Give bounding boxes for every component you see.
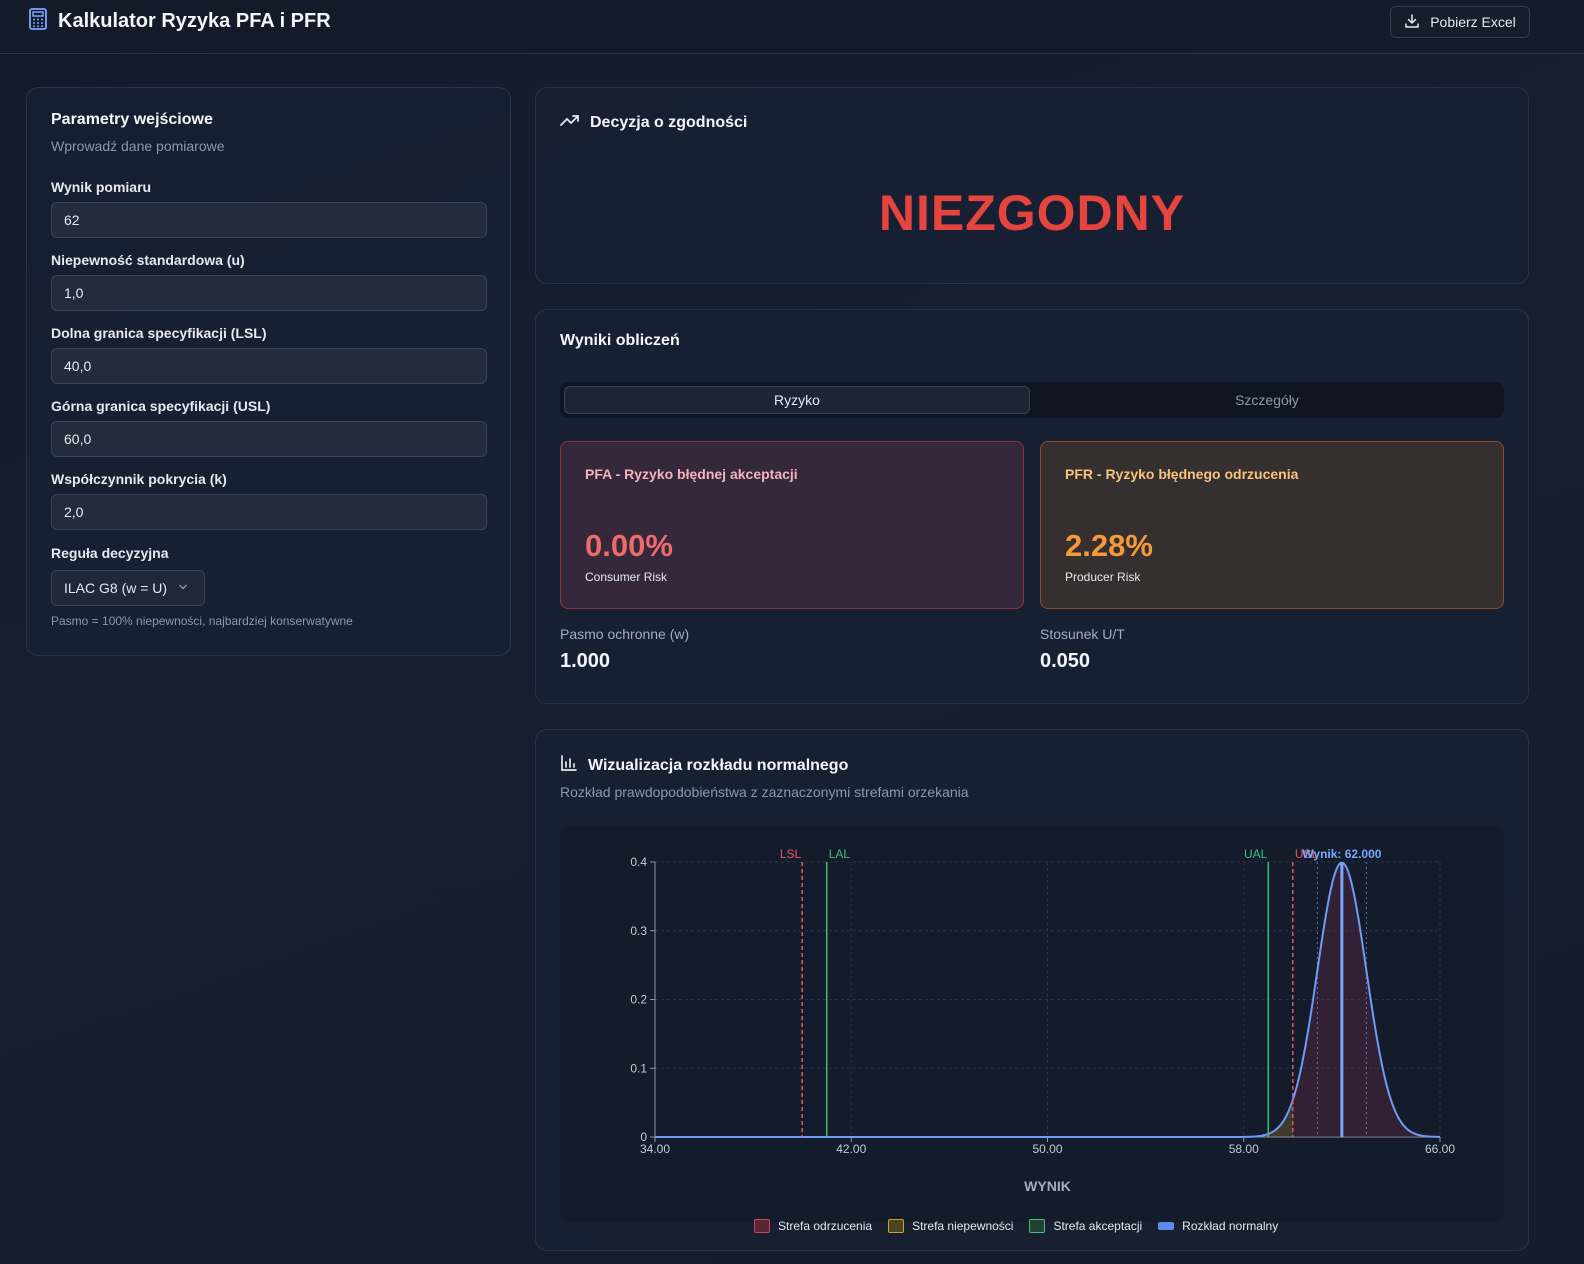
pfr-caption: Producer Risk [1065,570,1141,584]
results-title: Wyniki obliczeń [560,332,680,349]
decision-header: Decyzja o zgodności [560,112,747,133]
y-tick-label-2: 0.2 [630,993,647,1007]
normal-distribution-chart: 34.00 42.00 50.00 58.00 66.00 0 0.1 0.2 0.3 0.4 WY… [630,847,1455,1194]
x-axis-label: WYNIK [1024,1178,1071,1194]
usl-label: Górna granica specyfikacji (USL) [51,398,271,414]
top-bar: Kalkulator Ryzyka PFA i PFR Pobierz Exce… [0,0,1584,54]
coverage-factor-input[interactable] [51,494,487,530]
y-tick-label-0: 0 [640,1130,647,1144]
pfr-risk-box: PFR - Ryzyko błędnego odrzucenia 2.28% P… [1040,441,1504,609]
ut-ratio-value: 0.050 [1040,650,1091,672]
uncertainty-zone-area [1268,1099,1293,1137]
decision-rule-label: Reguła decyzyjna [51,545,169,561]
x-tick-label-1: 42.00 [836,1142,866,1156]
chevron-down-icon [177,580,189,596]
pfa-title: PFA - Ryzyko błędnej akceptacji [585,466,798,482]
legend-acceptance-swatch [1029,1219,1046,1233]
app-header: Kalkulator Ryzyka PFA i PFR [28,8,331,35]
y-tick-label-4: 0.4 [630,855,647,869]
input-parameters-card: Parametry wejściowe Wprowadź dane pomiar… [26,87,511,656]
verdict-text: NIEZGODNY [878,185,1186,241]
results-tabs: Ryzyko Szczegóły [560,382,1504,418]
legend-rejection-label: Strefa odrzucenia [778,1219,873,1233]
ual-label: UAL [1244,847,1268,861]
pfr-title: PFR - Ryzyko błędnego odrzucenia [1065,466,1299,482]
standard-uncertainty-label: Niepewność standardowa (u) [51,252,245,268]
x-tick-label-4: 66.00 [1425,1142,1455,1156]
download-icon [1404,13,1420,32]
y-tick-label-3: 0.3 [630,924,647,938]
x-tick-label-2: 50.00 [1032,1142,1062,1156]
legend-rejection-swatch [754,1219,770,1233]
app-title: Kalkulator Ryzyka PFA i PFR [58,10,331,32]
visualization-header: Wizualizacja rozkładu normalnego [560,754,848,777]
legend-uncertainty-swatch [888,1219,905,1233]
measurement-label: Wynik: 62.000 [1302,847,1381,861]
ut-ratio-label: Stosunek U/T [1040,626,1125,642]
download-excel-button[interactable]: Pobierz Excel [1390,6,1530,38]
legend-rejection-zone[interactable]: Strefa odrzucenia [754,1219,872,1233]
decision-rule-value: ILAC G8 (w = U) [64,580,168,596]
pfr-value: 2.28% [1065,528,1153,563]
download-excel-label: Pobierz Excel [1430,14,1516,30]
x-tick-label-3: 58.00 [1229,1142,1259,1156]
decision-card: Decyzja o zgodności NIEZGODNY [535,87,1529,284]
guard-band-label: Pasmo ochronne (w) [560,626,690,642]
decision-rule-select[interactable]: ILAC G8 (w = U) [51,570,205,606]
visualization-title: Wizualizacja rozkładu normalnego [588,756,849,774]
legend-acceptance-label: Strefa akceptacji [1053,1219,1143,1233]
lal-label: LAL [829,847,851,861]
chart-area: 34.00 42.00 50.00 58.00 66.00 0 0.1 0.2 0.3 0.4 WY… [560,826,1504,1222]
normal-distribution-curve [655,861,1441,1138]
y-tick-label-1: 0.1 [630,1061,647,1075]
calculator-icon [28,8,48,35]
pfa-caption: Consumer Risk [585,570,668,584]
legend-uncertainty-zone[interactable]: Strefa niepewności [888,1219,1013,1233]
rejection-zone-area [1292,862,1440,1137]
trending-up-icon [560,112,580,133]
pfa-value: 0.00% [585,528,673,563]
standard-uncertainty-input[interactable] [51,275,487,311]
x-tick-label-0: 34.00 [640,1142,670,1156]
lsl-label: LSL [780,847,802,861]
pfa-risk-box: PFA - Ryzyko błędnej akceptacji 0.00% Co… [560,441,1024,609]
legend-normal-label: Rozkład normalny [1182,1219,1279,1233]
input-panel-title: Parametry wejściowe [51,111,213,128]
guard-band-value: 1.000 [560,650,611,672]
input-panel-subtitle: Wprowadź dane pomiarowe [51,138,225,154]
measurement-result-input[interactable] [51,202,487,238]
visualization-subtitle: Rozkład prawdopodobieństwa z zaznaczonym… [560,784,969,800]
usl-input[interactable] [51,421,487,457]
bar-chart-icon [560,754,578,777]
results-card: Wyniki obliczeń Ryzyko Szczegóły PFA - R… [535,309,1529,704]
usl-label: USL [1295,847,1319,861]
chart-legend: Strefa odrzucenia Strefa niepewności Str… [754,1219,1278,1233]
legend-normal-distribution[interactable]: Rozkład normalny [1158,1219,1278,1233]
lsl-label: Dolna granica specyfikacji (LSL) [51,325,267,341]
coverage-factor-label: Współczynnik pokrycia (k) [51,471,227,487]
legend-uncertainty-label: Strefa niepewności [912,1219,1014,1233]
measurement-result-label: Wynik pomiaru [51,179,152,195]
decision-rule-hint: Pasmo = 100% niepewności, najbardziej ko… [51,614,353,628]
tab-risk[interactable]: Ryzyko [564,386,1030,414]
decision-title: Decyzja o zgodności [590,113,748,131]
visualization-card: Wizualizacja rozkładu normalnego Rozkład… [535,729,1529,1251]
legend-normal-swatch [1158,1222,1175,1230]
tab-details[interactable]: Szczegóły [1235,392,1299,408]
legend-acceptance-zone[interactable]: Strefa akceptacji [1029,1219,1142,1233]
lsl-input[interactable] [51,348,487,384]
